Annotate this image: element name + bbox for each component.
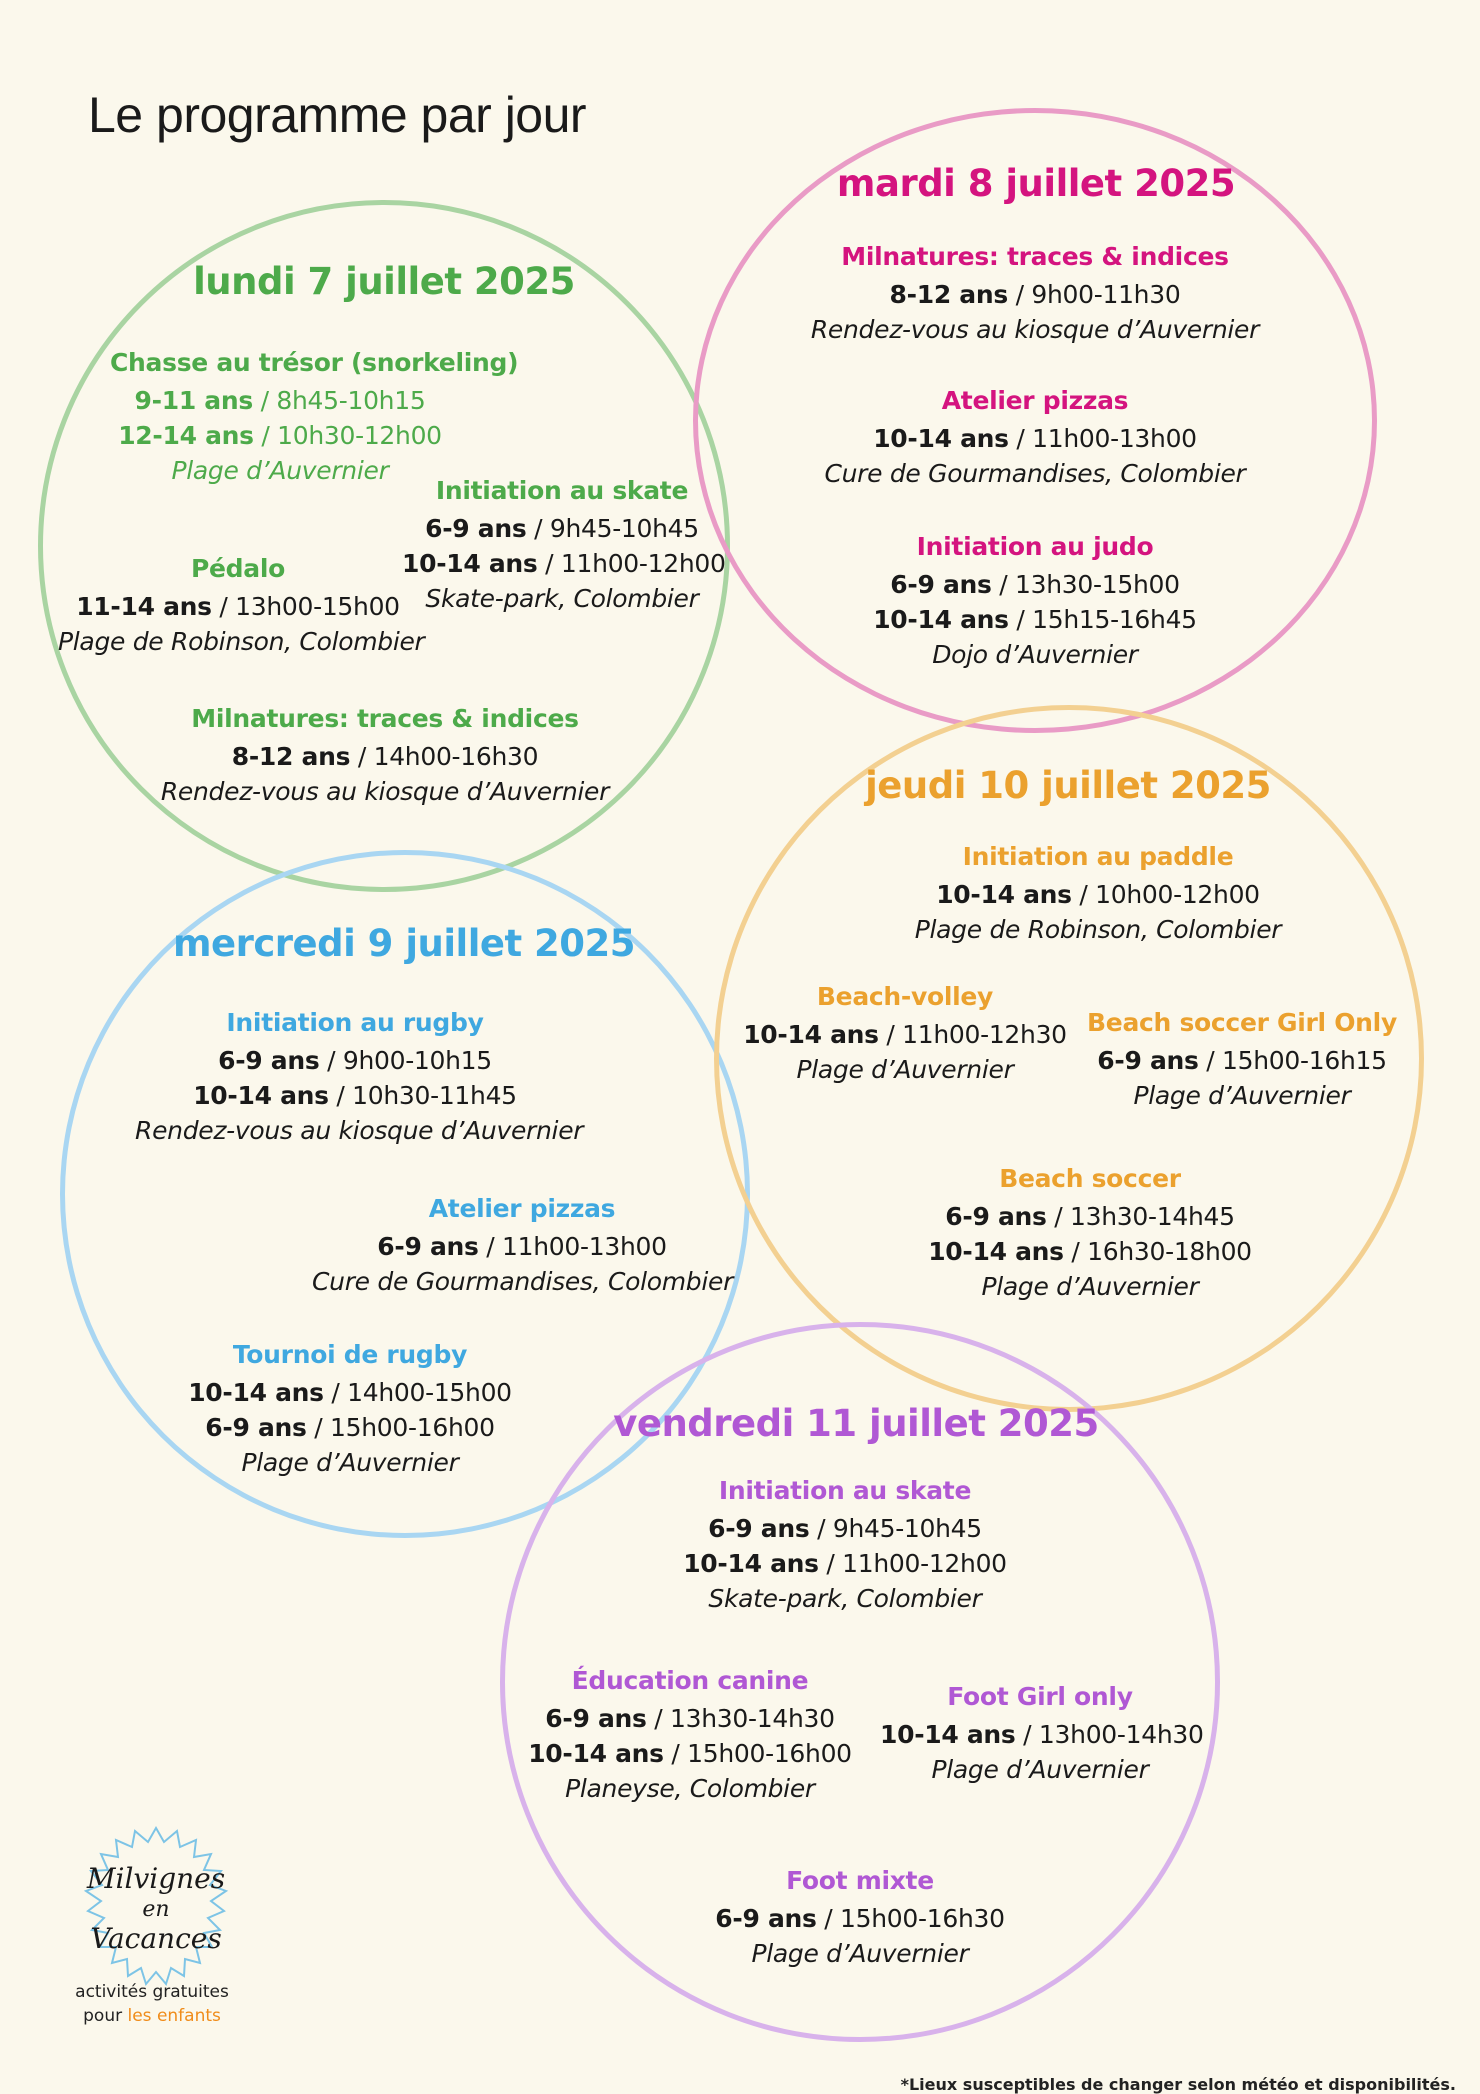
activity-block: Atelier pizzas 6-9 ans / 11h00-13h00 Cur… xyxy=(312,1194,734,1299)
activity-block: Foot mixte 6-9 ans / 15h00-16h30 Plage d… xyxy=(710,1866,1010,1971)
activity-block: Éducation canine 6-9 ans / 13h30-14h30 1… xyxy=(520,1666,860,1806)
activity-block: Foot Girl only 10-14 ans / 13h00-14h30 P… xyxy=(880,1682,1204,1787)
activity-slot: 10-14 ans / 11h00-12h30 xyxy=(743,1020,1067,1049)
tagline-line2: pour les enfants xyxy=(83,2006,221,2026)
activity-slot: 6-9 ans / 11h00-13h00 xyxy=(377,1232,667,1261)
activity-block: Pédalo 11-14 ans / 13h00-15h00 Plage de … xyxy=(58,554,425,659)
activity-place: Cure de Gourmandises, Colombier xyxy=(312,1267,734,1296)
activity-place: Rendez-vous au kiosque d’Auvernier xyxy=(160,777,610,806)
activity-block: Initiation au rugby 6-9 ans / 9h00-10h15… xyxy=(135,1008,584,1148)
activity-block: Milnatures: traces & indices 8-12 ans / … xyxy=(800,242,1270,347)
activity-name: Milnatures: traces & indices xyxy=(841,242,1229,271)
activity-name: Beach soccer Girl Only xyxy=(1087,1008,1397,1037)
tagline: activités gratuites pour les enfants xyxy=(62,1980,242,2028)
activity-slot: 10-14 ans / 16h30-18h00 xyxy=(928,1237,1252,1266)
activity-place: Plage d’Auvernier xyxy=(241,1448,459,1477)
activity-block: Chasse au trésor (snorkeling) 9-11 ans /… xyxy=(110,348,519,488)
activity-slot: 10-14 ans / 11h00-12h00 xyxy=(683,1549,1007,1578)
activity-name: Pédalo xyxy=(191,554,285,583)
day-ring-friday xyxy=(500,1322,1220,2042)
activity-slot: 6-9 ans / 13h30-14h45 xyxy=(945,1202,1235,1231)
logo-text-en: en xyxy=(142,1897,169,1922)
sun-badge-icon: Milvignes en Vacances xyxy=(83,1825,229,1987)
logo-text-milvignes: Milvignes xyxy=(86,1862,225,1895)
activity-name: Initiation au skate xyxy=(718,1476,972,1505)
activity-slot: 6-9 ans / 15h00-16h15 xyxy=(1097,1046,1387,1075)
activity-name: Initiation au paddle xyxy=(962,842,1234,871)
activity-name: Foot Girl only xyxy=(947,1682,1133,1711)
activity-slot: 10-14 ans / 11h00-13h00 xyxy=(873,424,1197,453)
activity-name: Initiation au rugby xyxy=(226,1008,484,1037)
activity-block: Tournoi de rugby 10-14 ans / 14h00-15h00… xyxy=(180,1340,520,1480)
activity-slot: 6-9 ans / 13h30-15h00 xyxy=(890,570,1180,599)
activity-slot: 8-12 ans / 14h00-16h30 xyxy=(231,742,539,771)
activity-block: Beach-volley 10-14 ans / 11h00-12h30 Pla… xyxy=(740,982,1070,1087)
activity-name: Initiation au judo xyxy=(916,532,1154,561)
activity-slot: 8-12 ans / 9h00-11h30 xyxy=(889,280,1181,309)
activity-name: Éducation canine xyxy=(571,1666,809,1695)
tagline-line1: activités gratuites xyxy=(75,1982,229,2002)
activity-place: Plage de Robinson, Colombier xyxy=(914,915,1282,944)
activity-place: Plage de Robinson, Colombier xyxy=(58,627,425,656)
activity-block: Initiation au paddle 10-14 ans / 10h00-1… xyxy=(888,842,1308,947)
activity-slot: 6-9 ans / 9h45-10h45 xyxy=(708,1514,982,1543)
activity-name: Atelier pizzas xyxy=(941,386,1129,415)
activity-block: Initiation au skate 6-9 ans / 9h45-10h45… xyxy=(680,1476,1010,1616)
activity-block: Initiation au judo 6-9 ans / 13h30-15h00… xyxy=(860,532,1210,672)
activity-slot: 9-11 ans / 8h45-10h15 xyxy=(134,386,426,415)
activity-place: Planeyse, Colombier xyxy=(565,1774,815,1803)
activity-block: Initiation au skate 6-9 ans / 9h45-10h45… xyxy=(402,476,726,616)
activity-place: Plage d’Auvernier xyxy=(981,1272,1199,1301)
activity-name: Tournoi de rugby xyxy=(232,1340,468,1369)
activity-place: Plage d’Auvernier xyxy=(171,456,389,485)
logo-text-vacances: Vacances xyxy=(90,1922,221,1955)
activity-slot: 10-14 ans / 13h00-14h30 xyxy=(880,1720,1204,1749)
activity-slot: 10-14 ans / 14h00-15h00 xyxy=(188,1378,512,1407)
day-title-friday: vendredi 11 juillet 2025 xyxy=(613,1402,1099,1445)
activity-slot: 10-14 ans / 10h00-12h00 xyxy=(936,880,1260,909)
activity-slot: 12-14 ans / 10h30-12h00 xyxy=(118,421,442,450)
activity-place: Plage d’Auvernier xyxy=(931,1755,1149,1784)
activity-slot: 10-14 ans / 10h30-11h45 xyxy=(193,1081,517,1110)
day-title-wednesday: mercredi 9 juillet 2025 xyxy=(172,922,636,965)
activity-name: Beach-volley xyxy=(816,982,994,1011)
activity-place: Skate-park, Colombier xyxy=(708,1584,982,1613)
activity-place: Rendez-vous au kiosque d’Auvernier xyxy=(810,315,1260,344)
activity-slot: 10-14 ans / 15h00-16h00 xyxy=(528,1739,852,1768)
activity-name: Atelier pizzas xyxy=(428,1194,616,1223)
activity-place: Skate-park, Colombier xyxy=(425,584,699,613)
activity-place: Plage d’Auvernier xyxy=(751,1939,969,1968)
activity-slot: 6-9 ans / 15h00-16h00 xyxy=(205,1413,495,1442)
activity-slot: 10-14 ans / 11h00-12h00 xyxy=(402,549,726,578)
activity-block: Beach soccer Girl Only 6-9 ans / 15h00-1… xyxy=(1082,1008,1402,1113)
day-title-thursday: jeudi 10 juillet 2025 xyxy=(865,764,1271,807)
activity-place: Rendez-vous au kiosque d’Auvernier xyxy=(135,1116,584,1145)
activity-place: Dojo d’Auvernier xyxy=(932,640,1138,669)
activity-slot: 6-9 ans / 13h30-14h30 xyxy=(545,1704,835,1733)
day-title-tuesday: mardi 8 juillet 2025 xyxy=(836,162,1236,205)
activity-slot: 6-9 ans / 9h45-10h45 xyxy=(425,514,699,543)
activity-name: Beach soccer xyxy=(999,1164,1181,1193)
activity-name: Foot mixte xyxy=(786,1866,934,1895)
day-title-monday: lundi 7 juillet 2025 xyxy=(193,260,575,303)
activity-slot: 6-9 ans / 9h00-10h15 xyxy=(218,1046,492,1075)
activity-place: Plage d’Auvernier xyxy=(796,1055,1014,1084)
activity-slot: 6-9 ans / 15h00-16h30 xyxy=(715,1904,1005,1933)
activity-name: Milnatures: traces & indices xyxy=(191,704,579,733)
activity-name: Initiation au skate xyxy=(435,476,689,505)
activity-block: Milnatures: traces & indices 8-12 ans / … xyxy=(160,704,610,809)
activity-block: Atelier pizzas 10-14 ans / 11h00-13h00 C… xyxy=(820,386,1250,491)
activity-block: Beach soccer 6-9 ans / 13h30-14h45 10-14… xyxy=(920,1164,1260,1304)
activity-place: Cure de Gourmandises, Colombier xyxy=(824,459,1246,488)
activity-name: Chasse au trésor (snorkeling) xyxy=(110,348,519,377)
footnote: *Lieux susceptibles de changer selon mét… xyxy=(900,2075,1456,2094)
activity-slot: 10-14 ans / 15h15-16h45 xyxy=(873,605,1197,634)
logo-sun-outline xyxy=(83,1825,229,1987)
page-title: Le programme par jour xyxy=(88,87,587,143)
activity-slot: 11-14 ans / 13h00-15h00 xyxy=(76,592,400,621)
activity-place: Plage d’Auvernier xyxy=(1133,1081,1351,1110)
